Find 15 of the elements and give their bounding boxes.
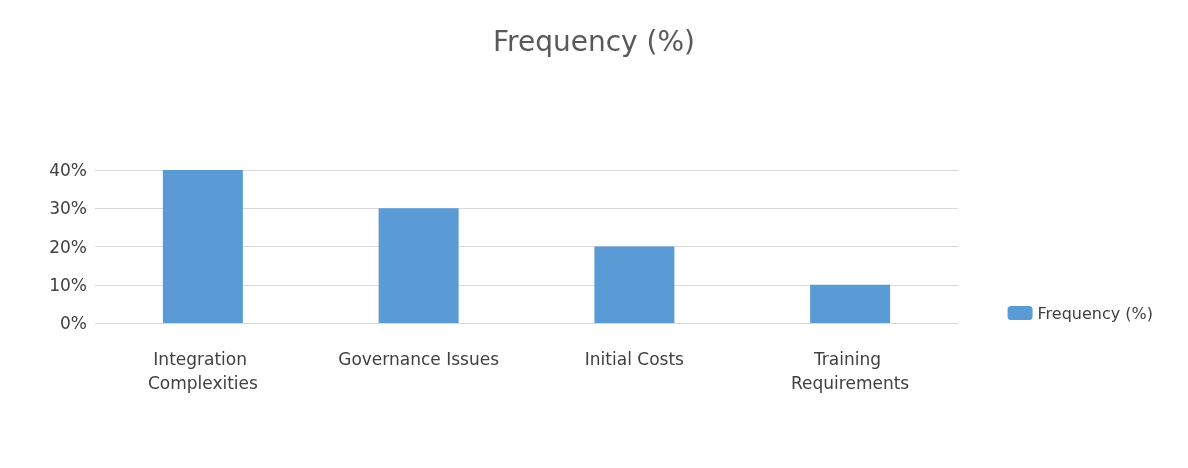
y-tick-label: 0%	[60, 313, 87, 333]
y-tick-label: 20%	[49, 236, 87, 257]
x-tick-label: Integration Complexities	[147, 349, 259, 393]
bar	[378, 208, 459, 323]
y-tick-label: 40%	[49, 160, 87, 180]
y-tick-label: 10%	[49, 274, 87, 295]
bar	[162, 170, 243, 323]
x-tick-label: Initial Costs	[584, 349, 685, 369]
bar	[810, 284, 891, 323]
chart-title: Frequency (%)	[492, 24, 696, 58]
x-tick-label: Training Requirements	[791, 349, 910, 393]
bar	[594, 246, 675, 323]
legend-label: Frequency (%)	[1037, 303, 1154, 323]
x-tick-label: Governance Issues	[338, 349, 500, 369]
y-tick-label: 30%	[49, 198, 87, 219]
